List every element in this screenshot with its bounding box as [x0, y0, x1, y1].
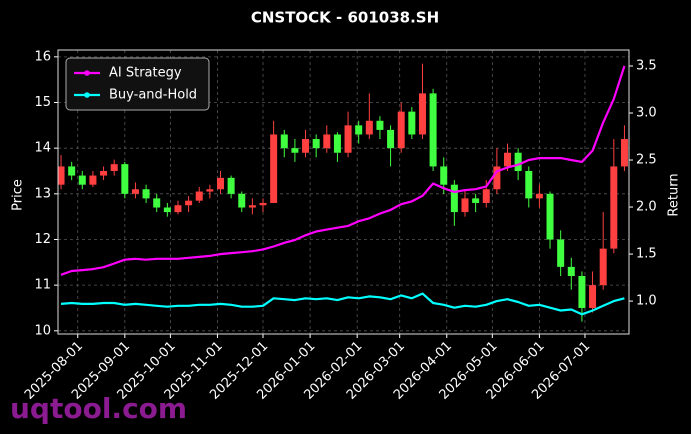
candle-body: [589, 285, 597, 308]
candle-body: [610, 166, 618, 249]
y-tick-label: 15: [34, 95, 51, 110]
candle-body: [504, 152, 512, 167]
candle-body: [546, 193, 554, 240]
legend-label: AI Strategy: [109, 66, 182, 81]
candle-body: [195, 191, 203, 201]
series-line: [60, 65, 626, 276]
candle-body: [131, 189, 139, 194]
candle-body: [387, 129, 395, 149]
candle-body: [333, 134, 341, 153]
candle-body: [68, 166, 76, 176]
candle-body: [429, 93, 437, 167]
y-tick-label: 11: [34, 278, 51, 293]
y-tick-label: 16: [34, 49, 51, 64]
y2-tick-label: 1.0: [636, 294, 657, 309]
candle-body: [620, 139, 628, 167]
legend-box: [65, 57, 210, 111]
candle-body: [408, 111, 416, 135]
candle-body: [248, 205, 256, 208]
y-tick-label: 12: [34, 232, 51, 247]
candle-body: [259, 202, 267, 206]
candle-body: [557, 239, 565, 267]
candle-body: [355, 125, 363, 135]
y-tick-label: 10: [34, 323, 51, 338]
candle-body: [440, 166, 448, 185]
candle-body: [535, 193, 543, 199]
legend-marker: [84, 70, 90, 76]
candle-body: [599, 248, 607, 286]
candle-body: [227, 177, 235, 194]
candle-body: [270, 134, 278, 203]
candle-body: [514, 152, 522, 171]
candle-body: [418, 93, 426, 135]
series-line: [60, 292, 625, 316]
candle-body: [238, 193, 246, 208]
candle-body: [344, 125, 352, 153]
candle-body: [567, 266, 575, 277]
candle-body: [312, 139, 320, 149]
candle-body: [450, 184, 458, 213]
candle-body: [291, 148, 299, 153]
plot-frame: [57, 49, 630, 335]
candle-body: [280, 134, 288, 149]
candle-body: [578, 276, 586, 308]
y2-axis-label: Return: [667, 173, 682, 216]
y-axis-label: Price: [11, 179, 26, 211]
y2-tick-label: 3.5: [636, 58, 657, 73]
y2-tick-label: 1.5: [636, 247, 657, 262]
candle-body: [216, 177, 224, 190]
candle-body: [493, 166, 501, 190]
y-tick-label: 13: [34, 186, 51, 201]
candle-body: [302, 139, 310, 153]
candle-body: [365, 120, 373, 135]
candle-body: [461, 198, 469, 213]
legend-marker: [84, 92, 90, 98]
candle-body: [397, 111, 405, 149]
candle-body: [110, 164, 118, 171]
candle-body: [376, 120, 384, 130]
candle-body: [185, 200, 193, 206]
y-tick-label: 14: [34, 141, 51, 156]
candle-body: [206, 189, 214, 192]
candle-body: [153, 198, 161, 208]
chart-title: CNSTOCK - 601038.SH: [251, 9, 439, 27]
candle-body: [174, 205, 182, 213]
candle-body: [323, 134, 331, 149]
candle-body: [100, 170, 108, 176]
candle-body: [78, 175, 86, 185]
candle-body: [163, 207, 171, 213]
candle-body: [121, 164, 129, 194]
y2-tick-label: 2.5: [636, 153, 657, 168]
legend-label: Buy-and-Hold: [109, 88, 197, 103]
candle-body: [142, 189, 150, 199]
candle-body: [472, 198, 480, 203]
candle-body: [57, 166, 65, 185]
y2-tick-label: 3.0: [636, 106, 657, 121]
candle-body: [482, 189, 490, 203]
candle-body: [525, 170, 533, 199]
watermark: uqtool.com: [10, 392, 187, 425]
candle-body: [89, 175, 97, 185]
y2-tick-label: 2.0: [636, 200, 657, 215]
